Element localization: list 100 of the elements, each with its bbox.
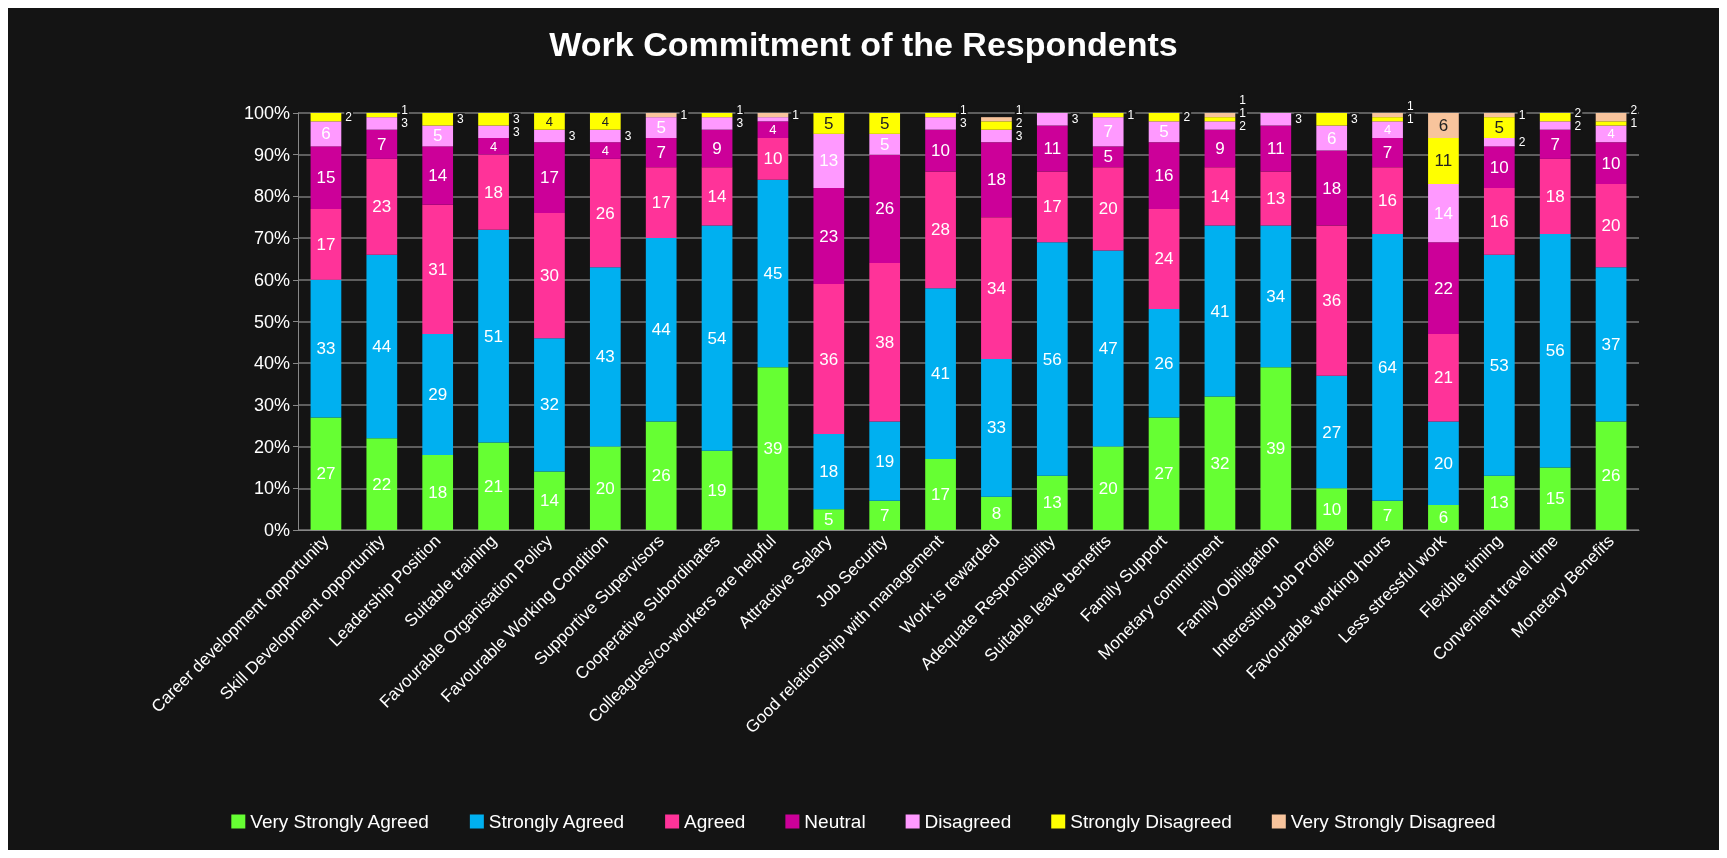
data-label: 27 bbox=[316, 464, 336, 484]
data-label: 5 bbox=[1494, 118, 1505, 138]
y-tick-label: 20% bbox=[253, 436, 290, 457]
bar bbox=[366, 113, 398, 118]
data-label: 41 bbox=[1210, 301, 1230, 321]
bar bbox=[310, 208, 342, 280]
bar bbox=[701, 225, 733, 451]
bar bbox=[1204, 129, 1236, 168]
data-label: 23 bbox=[819, 226, 839, 246]
data-label: 4 bbox=[489, 138, 498, 154]
bar bbox=[589, 129, 621, 143]
bar bbox=[1428, 183, 1459, 243]
data-label: 22 bbox=[372, 474, 392, 494]
legend-label: Very Strongly Agreed bbox=[250, 811, 429, 832]
bar bbox=[534, 113, 565, 130]
bar bbox=[1316, 125, 1348, 151]
data-label: 3 bbox=[1015, 128, 1023, 143]
data-label: 1 bbox=[1239, 92, 1247, 107]
bar bbox=[1539, 113, 1571, 122]
data-label: 13 bbox=[1266, 188, 1286, 208]
data-label: 47 bbox=[1098, 339, 1118, 359]
bar bbox=[1036, 113, 1068, 126]
data-label: 11 bbox=[1434, 151, 1453, 171]
data-label: 2 bbox=[1574, 118, 1582, 133]
bar bbox=[1595, 183, 1627, 268]
data-label: 4 bbox=[545, 113, 554, 129]
data-label: 3 bbox=[512, 111, 520, 126]
data-label: 3 bbox=[624, 128, 632, 143]
data-label: 13 bbox=[819, 151, 839, 171]
data-label: 2 bbox=[1239, 118, 1247, 133]
data-label: 34 bbox=[986, 278, 1006, 298]
data-label: 6 bbox=[1326, 128, 1337, 148]
bar bbox=[589, 142, 621, 159]
bar bbox=[422, 334, 454, 455]
data-label: 32 bbox=[539, 395, 559, 415]
bar bbox=[422, 204, 454, 335]
bar bbox=[645, 238, 677, 422]
data-label: 54 bbox=[707, 328, 727, 348]
bar bbox=[478, 154, 509, 230]
bar bbox=[757, 113, 789, 118]
data-label: 18 bbox=[1545, 186, 1565, 206]
data-label: 3 bbox=[1071, 112, 1079, 127]
data-label: 18 bbox=[1322, 178, 1342, 198]
bar bbox=[589, 113, 621, 130]
bar bbox=[1428, 334, 1459, 422]
data-label: 51 bbox=[484, 326, 504, 346]
data-label: 2 bbox=[1015, 115, 1023, 130]
data-label: 2 bbox=[1183, 110, 1191, 125]
bar bbox=[981, 496, 1012, 530]
y-tick-label: 80% bbox=[253, 186, 290, 207]
bar bbox=[813, 509, 845, 530]
data-label: 4 bbox=[601, 143, 609, 159]
bar bbox=[1428, 242, 1459, 335]
data-label: 36 bbox=[1322, 291, 1342, 311]
bar bbox=[701, 450, 733, 530]
bar bbox=[1539, 121, 1571, 130]
y-tick-label: 60% bbox=[253, 269, 290, 290]
legend-label: Very Strongly Disagreed bbox=[1290, 811, 1496, 832]
bar bbox=[478, 125, 509, 139]
bar bbox=[1036, 475, 1068, 530]
bar bbox=[1316, 113, 1348, 126]
bar bbox=[1148, 113, 1180, 122]
bar bbox=[701, 129, 733, 168]
data-label: 4 bbox=[769, 122, 777, 138]
data-label: 26 bbox=[651, 466, 671, 486]
bar bbox=[1148, 208, 1180, 309]
bar bbox=[534, 471, 565, 530]
data-label: 64 bbox=[1378, 357, 1398, 377]
data-label: 30 bbox=[539, 266, 559, 286]
bar bbox=[422, 454, 454, 530]
data-label: 18 bbox=[819, 462, 839, 482]
bar bbox=[1595, 267, 1627, 422]
data-label: 20 bbox=[1601, 216, 1621, 236]
data-label: 1 bbox=[792, 108, 800, 123]
data-label: 7 bbox=[1103, 122, 1113, 142]
legend-label: Disagreed bbox=[924, 811, 1012, 832]
data-label: 1 bbox=[1518, 108, 1526, 123]
bar bbox=[757, 367, 789, 530]
data-label: 2 bbox=[1574, 105, 1582, 120]
bar bbox=[757, 179, 789, 368]
bar bbox=[1092, 146, 1124, 168]
data-label: 33 bbox=[316, 339, 336, 359]
data-label: 2 bbox=[1518, 135, 1526, 150]
bar bbox=[869, 133, 901, 155]
bar bbox=[1204, 396, 1236, 530]
data-label: 17 bbox=[316, 234, 336, 254]
bar bbox=[478, 229, 509, 443]
data-label: 5 bbox=[824, 113, 834, 133]
data-label: 7 bbox=[1550, 134, 1560, 154]
data-label: 1 bbox=[1127, 108, 1135, 123]
data-label: 1 bbox=[1406, 99, 1414, 114]
bar bbox=[366, 158, 398, 255]
bar bbox=[1092, 167, 1124, 251]
data-label: 34 bbox=[1266, 286, 1286, 306]
bar bbox=[1316, 150, 1348, 226]
bar bbox=[813, 133, 845, 189]
bar bbox=[1372, 138, 1403, 168]
data-label: 7 bbox=[1382, 143, 1393, 163]
data-label: 17 bbox=[651, 193, 671, 213]
data-label: 44 bbox=[651, 320, 671, 340]
